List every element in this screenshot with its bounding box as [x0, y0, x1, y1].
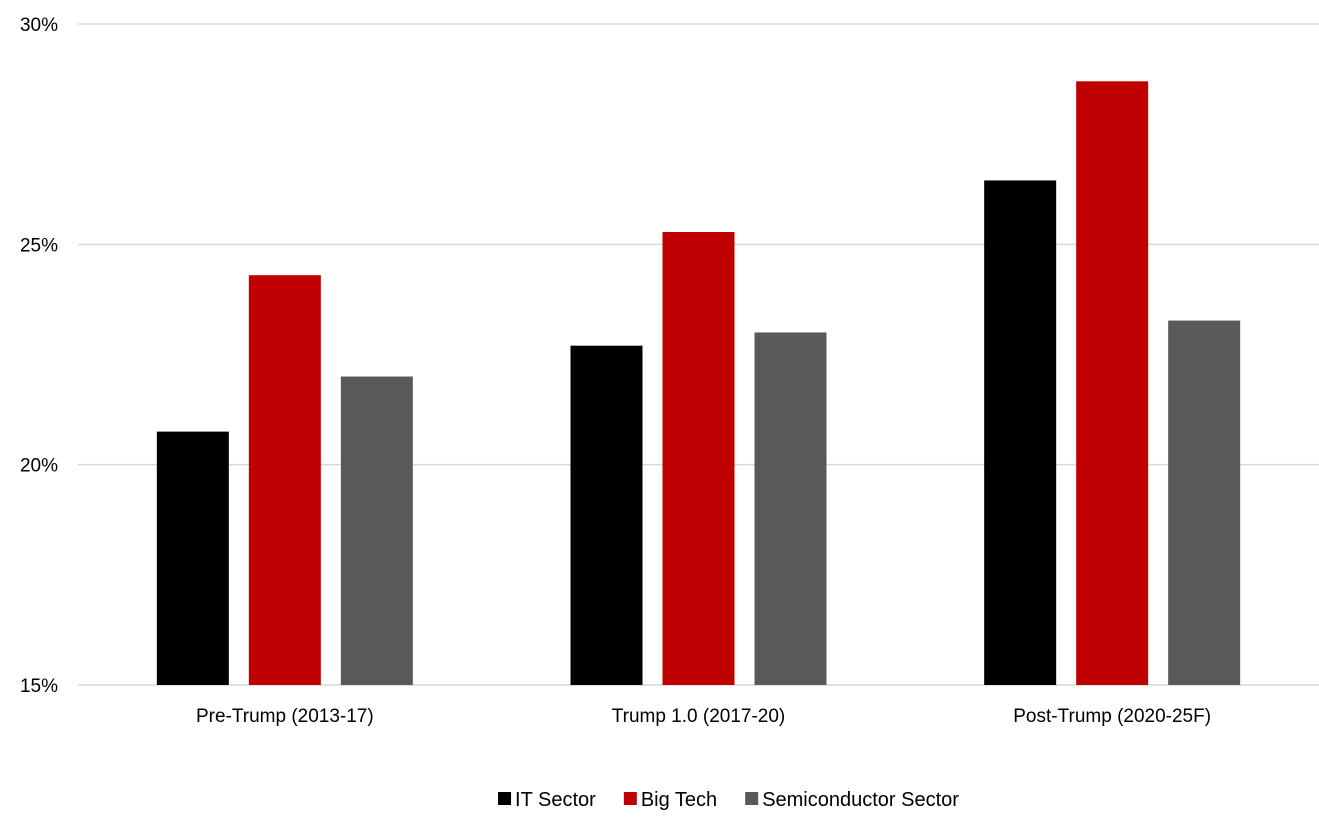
- legend-swatch: [623, 792, 637, 805]
- y-tick-label: 15%: [20, 676, 58, 697]
- bars: [156, 81, 1241, 686]
- y-tick-label: 30%: [20, 15, 58, 36]
- bar-big-tech-0: [248, 275, 321, 685]
- legend-label: IT Sector: [515, 789, 596, 811]
- bar-semiconductor-sector-2: [1168, 320, 1241, 685]
- bar-big-tech-2: [1076, 81, 1149, 685]
- x-category-label: Pre-Trump (2013-17): [196, 706, 374, 727]
- bar-it-sector-0: [156, 431, 229, 685]
- bar-big-tech-1: [662, 231, 735, 685]
- legend-swatch: [745, 792, 759, 805]
- x-category-label: Post-Trump (2020-25F): [1013, 706, 1211, 727]
- bar-it-sector-2: [984, 180, 1057, 686]
- x-category-label: Trump 1.0 (2017-20): [612, 706, 786, 727]
- y-tick-label: 20%: [20, 456, 58, 477]
- bar-semiconductor-sector-0: [340, 376, 413, 685]
- legend-swatch: [498, 792, 512, 805]
- legend-label: Big Tech: [641, 789, 717, 811]
- legend-label: Semiconductor Sector: [762, 789, 959, 811]
- x-axis-category-labels: Pre-Trump (2013-17) Trump 1.0 (2017-20) Po…: [196, 706, 1211, 727]
- legend: IT Sector Big Tech Semiconductor Sector: [498, 789, 959, 811]
- bar-semiconductor-sector-1: [754, 332, 827, 685]
- bar-it-sector-1: [570, 345, 643, 685]
- y-tick-label: 25%: [20, 235, 58, 256]
- y-axis-tick-labels: 15% 20% 25% 30%: [20, 15, 58, 697]
